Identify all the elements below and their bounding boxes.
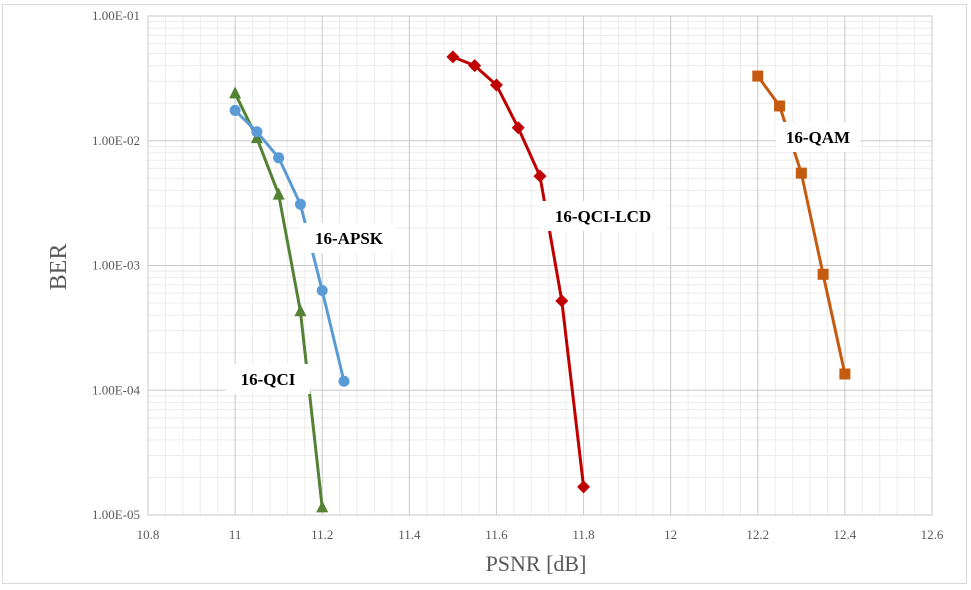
series-label-16-qci-lcd: 16-QCI-LCD <box>555 207 651 226</box>
x-tick-label: 11.6 <box>485 527 508 542</box>
series-label-bg-16-qci <box>225 364 311 394</box>
series-label-bg-16-apsk <box>301 223 397 253</box>
data-point-diamond <box>446 50 460 64</box>
data-point-circle <box>338 375 350 387</box>
series-label-bg-16-qci-lcd <box>539 201 667 231</box>
data-point-square <box>839 368 851 380</box>
data-point-diamond <box>555 294 569 308</box>
y-tick-label: 1.00E-02 <box>92 133 140 148</box>
series-label-16-qci: 16-QCI <box>241 370 296 389</box>
series-16-qci-lcd <box>446 50 591 494</box>
y-axis-title: BER <box>46 244 72 291</box>
x-tick-label: 12.6 <box>921 527 944 542</box>
data-point-circle <box>229 104 241 116</box>
data-point-diamond <box>577 480 591 494</box>
data-point-triangle <box>316 500 329 513</box>
data-point-triangle <box>229 86 242 99</box>
chart-frame <box>2 4 967 584</box>
x-tick-label: 11.2 <box>311 527 333 542</box>
y-tick-label: 1.00E-05 <box>92 507 140 522</box>
data-point-circle <box>294 198 306 210</box>
data-point-diamond <box>511 121 525 135</box>
series-group <box>229 50 851 513</box>
y-tick-label: 1.00E-01 <box>92 8 140 23</box>
x-tick-label: 12.2 <box>746 527 769 542</box>
y-tick-label: 1.00E-04 <box>92 382 141 397</box>
x-tick-label: 11.4 <box>398 527 421 542</box>
tick-labels: 10.8 11 11.2 11.4 11.6 11.8 12 12.2 12.4 12.6 1.00… <box>92 8 944 542</box>
plot-area-border <box>147 15 933 516</box>
x-tick-label: 11.8 <box>572 527 594 542</box>
series-16-apsk <box>229 104 350 387</box>
data-point-diamond <box>489 78 503 92</box>
grid <box>147 15 933 516</box>
x-tick-label: 11 <box>229 527 242 542</box>
data-point-diamond <box>533 169 547 183</box>
data-point-triangle <box>272 187 285 200</box>
series-16-qci <box>229 86 329 513</box>
data-point-square <box>817 268 829 280</box>
series-label-16-qam: 16-QAM <box>786 128 850 147</box>
data-point-circle <box>273 152 285 164</box>
series-labels: 16-QCI 16-APSK 16-QCI-LCD 16-QAM <box>225 122 861 394</box>
x-axis-title: PSNR [dB] <box>486 551 587 576</box>
series-16-qam <box>752 70 851 380</box>
data-point-diamond <box>468 59 482 73</box>
data-point-triangle <box>294 304 307 317</box>
data-point-circle <box>316 285 328 297</box>
x-tick-label: 12.4 <box>834 527 857 542</box>
series-line-16-qam <box>756 75 847 375</box>
x-tick-label: 12 <box>664 527 677 542</box>
y-tick-label: 1.00E-03 <box>92 258 140 273</box>
series-label-bg-16-qam <box>775 122 861 152</box>
x-tick-label: 10.8 <box>137 527 160 542</box>
data-point-square <box>774 100 786 112</box>
data-point-square <box>795 167 807 179</box>
data-point-square <box>752 70 764 82</box>
series-label-16-apsk: 16-APSK <box>315 229 384 248</box>
data-point-circle <box>251 126 263 138</box>
